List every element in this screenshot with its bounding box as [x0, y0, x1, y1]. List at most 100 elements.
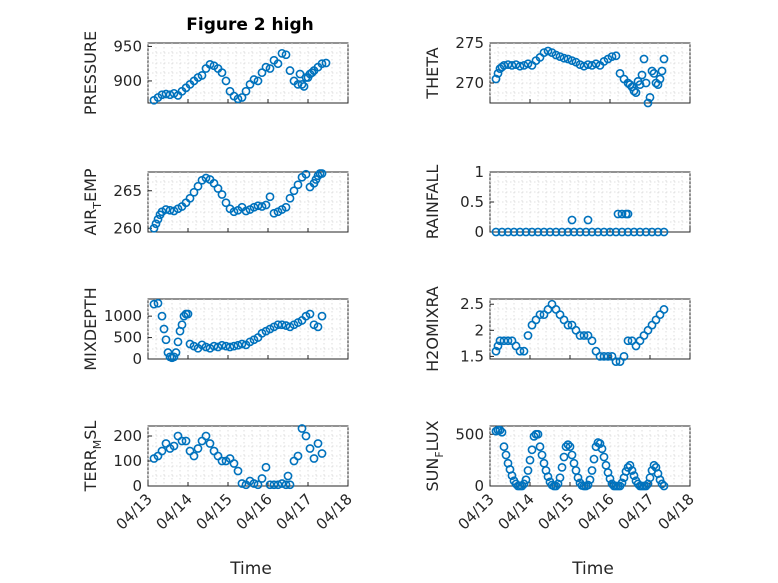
- point-0-4: [165, 90, 175, 100]
- point-5-34: [623, 336, 633, 346]
- point-0-18: [221, 76, 231, 86]
- point-2-46: [317, 169, 327, 178]
- point-4-23: [213, 342, 223, 352]
- xlabel-6: Time: [229, 559, 272, 579]
- point-0-39: [299, 82, 309, 91]
- point-4-26: [225, 342, 235, 352]
- point-6-39: [301, 431, 311, 441]
- point-7-35: [561, 442, 571, 452]
- point-5-0: [491, 346, 501, 356]
- point-6-42: [313, 439, 323, 448]
- point-7-49: [589, 454, 599, 464]
- point-2-13: [193, 181, 203, 191]
- point-0-34: [285, 66, 295, 75]
- ytick-label-7-1: 500: [455, 425, 484, 443]
- point-7-32: [555, 473, 565, 483]
- point-3-24: [635, 227, 645, 237]
- ytick-label-6-1: 100: [113, 452, 142, 470]
- point-5-1: [493, 341, 503, 351]
- point-1-42: [637, 70, 647, 80]
- point-3-9: [545, 227, 555, 237]
- point-7-22: [535, 442, 545, 452]
- panel-air_temp: 260 265 AIRTEMP: [81, 168, 349, 237]
- point-3-30: [583, 215, 593, 225]
- point-4-29: [237, 339, 247, 349]
- point-4-40: [281, 321, 291, 330]
- xtick-label-6-1: 04/14: [153, 490, 196, 533]
- point-1-47: [647, 66, 657, 76]
- point-4-24: [217, 340, 227, 350]
- ytick-label-7-0: 0: [474, 477, 484, 495]
- point-3-14: [575, 227, 585, 237]
- point-3-23: [629, 227, 639, 237]
- point-2-36: [285, 193, 295, 203]
- point-1-50: [653, 80, 663, 89]
- point-2-6: [165, 205, 175, 215]
- point-5-31: [611, 357, 621, 367]
- point-7-14: [519, 479, 529, 489]
- ylabel-6: TERRMSL: [81, 421, 104, 493]
- point-4-0: [149, 299, 159, 309]
- point-1-21: [567, 56, 577, 65]
- point-7-38: [567, 450, 577, 460]
- point-0-32: [277, 48, 287, 58]
- panel-sun_flux: 0 500 SUNFLUX 04/1304/1404/1504/1604/1704/1…: [423, 420, 698, 579]
- point-0-28: [261, 62, 271, 72]
- point-0-33: [281, 50, 291, 60]
- xtick-label-6-5: 04/18: [313, 490, 356, 533]
- point-7-13: [517, 481, 527, 491]
- point-1-1: [493, 69, 503, 78]
- point-5-7: [515, 346, 525, 356]
- point-0-38: [297, 79, 307, 89]
- point-6-28: [261, 462, 271, 472]
- point-7-33: [557, 462, 567, 472]
- point-4-27: [229, 341, 239, 351]
- point-0-23: [241, 86, 251, 96]
- point-0-46: [317, 59, 327, 69]
- ylabel-5: H2OMIXRA: [423, 286, 442, 372]
- point-6-26: [253, 480, 263, 490]
- point-4-12: [177, 320, 187, 330]
- point-7-47: [585, 475, 595, 485]
- point-7-69: [629, 471, 639, 481]
- xtick-label-7-0: 04/13: [455, 490, 498, 533]
- point-6-43: [317, 449, 327, 458]
- panel-theta: 270 275 THETA: [423, 34, 691, 108]
- point-3-5: [521, 227, 531, 237]
- point-3-22: [623, 227, 633, 237]
- point-2-32: [269, 208, 279, 218]
- point-6-7: [177, 436, 187, 446]
- point-0-3: [161, 89, 171, 99]
- point-4-39: [277, 320, 287, 330]
- point-3-18: [599, 227, 609, 237]
- ylabel-2: AIRTEMP: [81, 168, 104, 235]
- point-2-20: [221, 198, 231, 208]
- point-0-17: [217, 68, 227, 78]
- point-7-52: [595, 439, 605, 448]
- point-1-6: [507, 61, 517, 70]
- point-2-28: [253, 201, 263, 211]
- ytick-label-4-1: 500: [113, 329, 142, 347]
- xtick-label-6-2: 04/15: [193, 490, 236, 533]
- point-1-44: [641, 78, 651, 88]
- point-1-52: [657, 66, 667, 76]
- point-6-37: [293, 451, 303, 461]
- point-4-28: [233, 340, 243, 350]
- point-3-7: [533, 227, 543, 237]
- point-7-26: [543, 472, 553, 482]
- point-4-10: [173, 337, 183, 347]
- point-7-57: [605, 474, 615, 484]
- point-2-38: [293, 180, 303, 190]
- ytick-label-0-1: 950: [113, 37, 142, 55]
- point-3-34: [623, 209, 633, 219]
- ytick-label-2-1: 265: [113, 182, 142, 200]
- point-4-2: [157, 311, 167, 321]
- point-1-46: [645, 93, 655, 102]
- point-3-4: [515, 227, 525, 237]
- ytick-label-3-1: 0.5: [460, 193, 484, 211]
- point-7-30: [551, 481, 561, 491]
- panel-rainfall: 0 0.5 1 RAINFALL: [423, 163, 691, 241]
- point-3-20: [611, 227, 621, 237]
- point-7-8: [507, 471, 517, 481]
